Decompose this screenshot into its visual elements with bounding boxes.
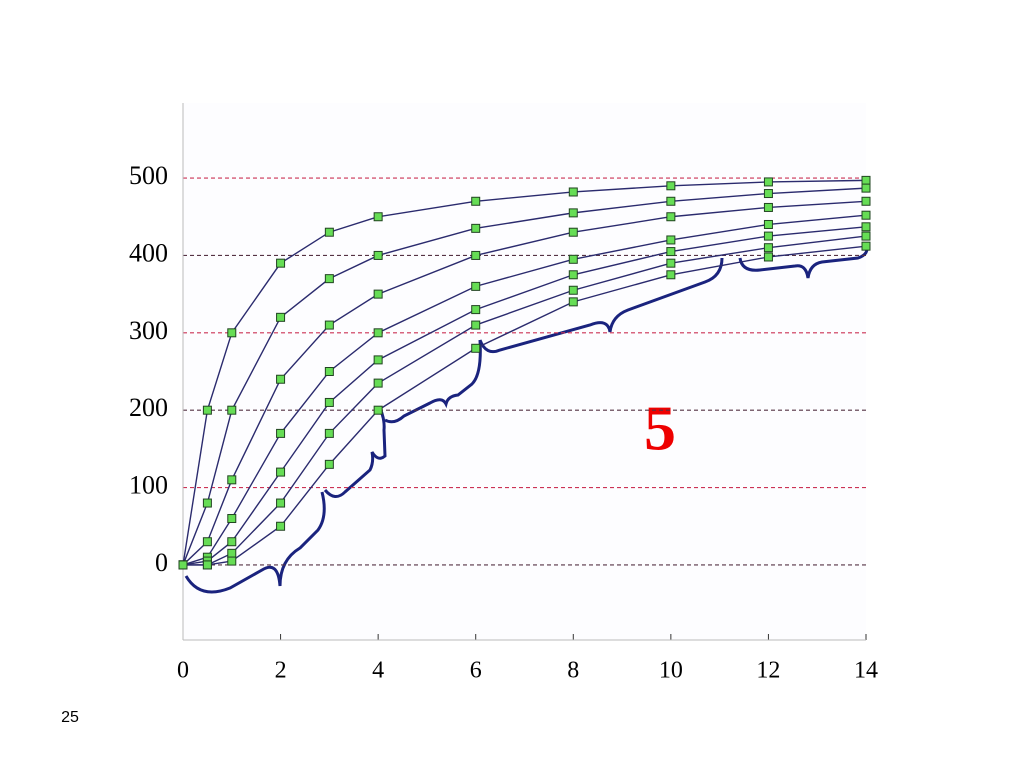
marker	[763, 219, 773, 229]
brace	[478, 257, 724, 354]
marker	[276, 467, 286, 477]
marker	[324, 320, 334, 330]
marker	[568, 297, 578, 307]
slide-number: 25	[61, 709, 79, 726]
marker	[373, 212, 383, 222]
marker	[324, 397, 334, 407]
marker	[373, 328, 383, 338]
y-tick-label: 500	[129, 161, 168, 190]
marker	[276, 521, 286, 531]
marker	[666, 212, 676, 222]
brace	[184, 491, 326, 594]
marker	[568, 254, 578, 264]
marker	[568, 208, 578, 218]
marker	[763, 243, 773, 253]
marker	[666, 270, 676, 280]
marker	[471, 250, 481, 260]
y-tick-label: 300	[129, 316, 168, 345]
marker	[763, 252, 773, 262]
marker	[227, 328, 237, 338]
marker	[227, 548, 237, 558]
marker	[373, 378, 383, 388]
marker	[666, 181, 676, 191]
y-tick-label: 100	[129, 471, 168, 500]
marker	[471, 196, 481, 206]
marker	[763, 231, 773, 241]
marker	[666, 258, 676, 268]
marker	[276, 258, 286, 268]
marker	[324, 459, 334, 469]
y-tick-label: 200	[129, 393, 168, 422]
marker	[373, 289, 383, 299]
x-tick-label: 4	[372, 658, 384, 684]
plot-area	[183, 103, 866, 640]
marker	[324, 227, 334, 237]
marker	[373, 355, 383, 365]
marker	[276, 498, 286, 508]
annotation: 5	[644, 393, 676, 464]
x-tick-label: 2	[275, 658, 287, 684]
marker	[861, 241, 871, 251]
marker	[202, 537, 212, 547]
x-tick-label: 12	[756, 658, 780, 684]
y-tick-label: 400	[129, 238, 168, 267]
marker	[471, 223, 481, 233]
brace	[323, 407, 387, 498]
marker	[763, 177, 773, 187]
marker	[202, 560, 212, 570]
x-tick-label: 8	[567, 658, 579, 684]
brace	[384, 339, 482, 424]
marker	[202, 498, 212, 508]
marker	[227, 556, 237, 566]
marker	[861, 222, 871, 232]
marker	[276, 312, 286, 322]
marker	[471, 281, 481, 291]
marker	[276, 428, 286, 438]
marker	[324, 428, 334, 438]
x-tick-label: 14	[854, 658, 878, 684]
marker	[227, 475, 237, 485]
marker	[227, 537, 237, 547]
marker	[763, 202, 773, 212]
x-tick-label: 6	[470, 658, 482, 684]
marker	[763, 189, 773, 199]
x-tick-label: 10	[659, 658, 683, 684]
marker	[202, 405, 212, 415]
marker	[666, 235, 676, 245]
marker	[178, 560, 188, 570]
marker	[861, 210, 871, 220]
braces	[184, 243, 869, 594]
marker	[568, 227, 578, 237]
marker	[861, 231, 871, 241]
marker	[373, 250, 383, 260]
marker	[861, 183, 871, 193]
marker	[568, 270, 578, 280]
marker	[324, 274, 334, 284]
marker	[666, 247, 676, 257]
marker	[568, 285, 578, 295]
marker	[666, 196, 676, 206]
marker	[373, 405, 383, 415]
marker	[861, 175, 871, 185]
marker	[227, 405, 237, 415]
marker	[276, 374, 286, 384]
x-tick-label: 0	[177, 658, 189, 684]
marker	[471, 320, 481, 330]
marker	[324, 367, 334, 376]
marker	[471, 343, 481, 353]
marker	[861, 196, 871, 206]
y-tick-label: 0	[155, 548, 168, 577]
marker	[227, 514, 237, 524]
marker	[471, 305, 481, 315]
marker	[568, 187, 578, 197]
